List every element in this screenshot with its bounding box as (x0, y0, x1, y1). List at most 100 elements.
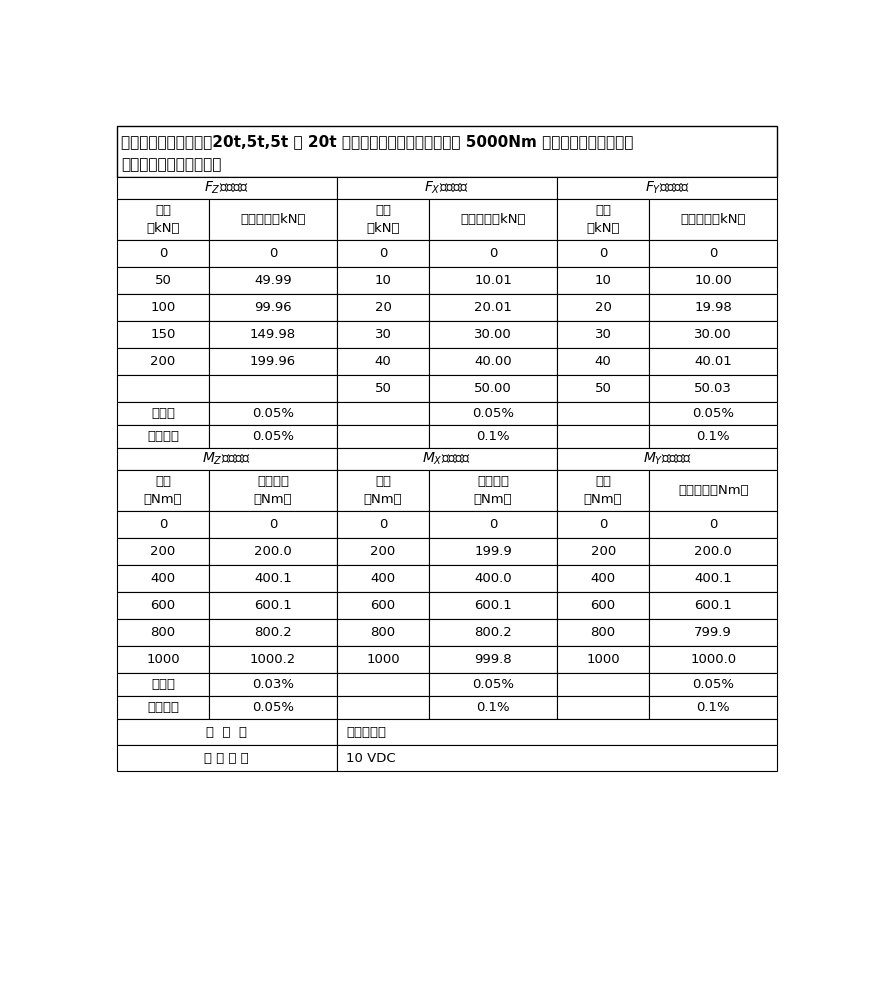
Bar (429, 646, 557, 673)
Bar (337, 538, 429, 565)
Text: 进程读数
（Nm）: 进程读数 （Nm） (254, 475, 292, 506)
Text: 400.1: 400.1 (694, 572, 732, 585)
Bar (650, 470, 777, 511)
Text: 19.98: 19.98 (694, 301, 732, 314)
Text: 0: 0 (159, 518, 167, 531)
Bar (650, 696, 777, 719)
Bar (117, 696, 209, 719)
Text: 800: 800 (150, 626, 175, 639)
Bar (650, 646, 777, 673)
Text: 200.0: 200.0 (694, 545, 732, 558)
Text: 0: 0 (489, 518, 497, 531)
Bar (117, 425, 209, 448)
Bar (429, 538, 557, 565)
Bar (209, 673, 337, 696)
Text: 20.01: 20.01 (474, 301, 512, 314)
Bar (209, 696, 337, 719)
Text: 1000: 1000 (366, 653, 400, 666)
Text: 50: 50 (375, 382, 392, 395)
Bar (337, 177, 557, 199)
Text: $M_X$方向加载: $M_X$方向加载 (422, 451, 472, 467)
Text: 0: 0 (269, 247, 277, 260)
Bar (429, 592, 557, 619)
Text: 800: 800 (371, 626, 396, 639)
Bar (429, 375, 557, 402)
Bar (650, 673, 777, 696)
Text: 50.03: 50.03 (694, 382, 732, 395)
Text: 200: 200 (371, 545, 396, 558)
Text: 400: 400 (371, 572, 396, 585)
Bar (117, 126, 777, 177)
Bar (557, 673, 650, 696)
Bar (337, 267, 429, 294)
Bar (429, 240, 557, 267)
Text: 0: 0 (269, 518, 277, 531)
Bar (209, 646, 337, 673)
Bar (209, 375, 337, 402)
Bar (557, 511, 650, 538)
Bar (557, 199, 650, 240)
Bar (337, 646, 429, 673)
Text: 1000: 1000 (586, 653, 620, 666)
Bar (337, 402, 429, 425)
Bar (429, 402, 557, 425)
Bar (557, 448, 777, 470)
Text: 进程读数（kN）: 进程读数（kN） (460, 213, 526, 226)
Bar (557, 177, 777, 199)
Text: 0.03%: 0.03% (252, 678, 294, 691)
Bar (209, 240, 337, 267)
Text: 负荷
（Nm）: 负荷 （Nm） (584, 475, 623, 506)
Text: 0: 0 (599, 518, 608, 531)
Text: 0: 0 (489, 247, 497, 260)
Bar (557, 646, 650, 673)
Text: 重复性: 重复性 (151, 407, 175, 420)
Text: 0.05%: 0.05% (692, 678, 734, 691)
Text: 30.00: 30.00 (694, 328, 732, 341)
Bar (557, 619, 650, 646)
Text: 0: 0 (378, 247, 387, 260)
Bar (337, 348, 429, 375)
Text: 30: 30 (595, 328, 611, 341)
Bar (429, 470, 557, 511)
Text: 40: 40 (595, 355, 611, 368)
Bar (650, 294, 777, 321)
Bar (650, 240, 777, 267)
Bar (650, 619, 777, 646)
Text: 400: 400 (150, 572, 175, 585)
Text: 149.98: 149.98 (250, 328, 296, 341)
Text: 进程读数（kN）: 进程读数（kN） (241, 213, 306, 226)
Bar (117, 448, 337, 470)
Text: 进程读数（Nm）: 进程读数（Nm） (678, 484, 748, 497)
Bar (650, 199, 777, 240)
Bar (337, 240, 429, 267)
Bar (429, 321, 557, 348)
Text: 199.96: 199.96 (250, 355, 296, 368)
Text: 0: 0 (378, 518, 387, 531)
Text: 20: 20 (595, 301, 611, 314)
Bar (209, 425, 337, 448)
Text: 0.1%: 0.1% (697, 430, 730, 443)
Bar (557, 321, 650, 348)
Text: 30: 30 (375, 328, 392, 341)
Bar (209, 267, 337, 294)
Text: 1000.0: 1000.0 (690, 653, 736, 666)
Bar (209, 199, 337, 240)
Bar (337, 745, 777, 771)
Bar (650, 402, 777, 425)
Text: 200: 200 (150, 545, 175, 558)
Text: 0.05%: 0.05% (252, 701, 294, 714)
Text: 负荷
（kN）: 负荷 （kN） (366, 204, 400, 235)
Bar (429, 348, 557, 375)
Text: 0: 0 (159, 247, 167, 260)
Bar (117, 294, 209, 321)
Text: 0.05%: 0.05% (692, 407, 734, 420)
Text: 40: 40 (375, 355, 392, 368)
Bar (209, 294, 337, 321)
Text: 50: 50 (154, 274, 172, 287)
Bar (337, 511, 429, 538)
Bar (557, 348, 650, 375)
Bar (337, 321, 429, 348)
Bar (117, 375, 209, 402)
Text: 40.00: 40.00 (474, 355, 512, 368)
Text: $F_X$方向加载: $F_X$方向加载 (425, 180, 469, 196)
